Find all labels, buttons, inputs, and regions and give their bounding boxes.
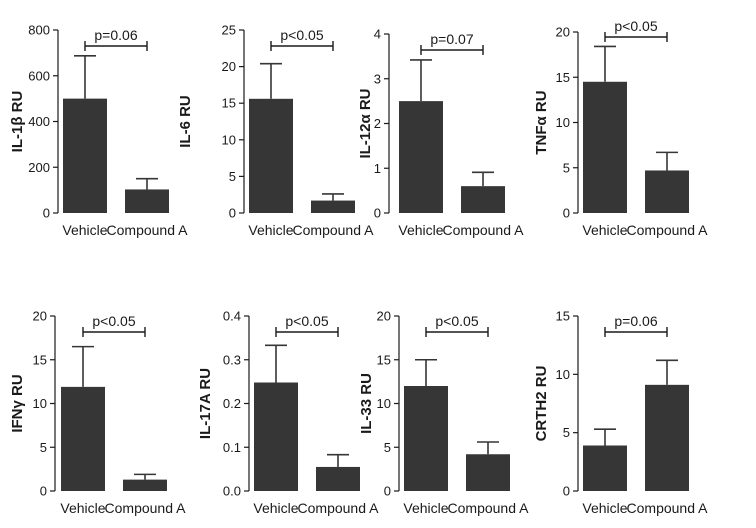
y-tick-label: 600 [28, 68, 50, 83]
y-tick-label: 20 [33, 309, 47, 324]
y-tick-label: 0 [563, 206, 570, 221]
significance-label: p=0.06 [94, 27, 137, 43]
x-category-label: Compound A [448, 500, 530, 516]
panel-il-17a-ru: 0.0 0.1 0.2 0.3 0.4 IL-17A RU VehicleCompound … [197, 309, 379, 517]
y-tick-label: 0.0 [223, 484, 241, 499]
y-axis-title: CRTH2 RU [533, 366, 550, 442]
y-tick-label: 0 [40, 484, 47, 499]
x-category-label: Vehicle [248, 222, 293, 238]
bar-vehicle [63, 98, 107, 213]
y-tick-label: 10 [222, 132, 236, 147]
y-tick-label: 3 [374, 71, 381, 86]
x-category-label: Vehicle [582, 222, 627, 238]
significance-label: p=0.06 [614, 313, 657, 329]
significance-label: p<0.05 [285, 313, 328, 329]
y-axis-title: IFNγ RU [9, 374, 26, 432]
y-tick-label: 0 [563, 484, 570, 499]
y-tick-label: 5 [229, 169, 236, 184]
y-tick-label: 15 [556, 70, 570, 85]
y-tick-label: 15 [556, 309, 570, 324]
y-axis-title: IL-12α RU [357, 88, 374, 158]
y-tick-label: 0 [229, 206, 236, 221]
x-category-label: Vehicle [398, 222, 443, 238]
bar-compound-a [311, 200, 355, 213]
bar-vehicle [583, 445, 627, 491]
y-tick-label: 20 [556, 25, 570, 40]
bar-vehicle [249, 98, 293, 213]
bar-vehicle [61, 386, 105, 491]
bar-compound-a [645, 384, 689, 491]
y-tick-label: 5 [563, 425, 570, 440]
y-axis-title: IL-17A RU [197, 368, 214, 439]
y-axis-title: TNFα RU [533, 90, 550, 154]
x-category-label: Compound A [443, 222, 525, 238]
y-tick-label: 10 [33, 396, 47, 411]
bar-compound-a [466, 454, 510, 491]
x-category-label: Vehicle [62, 222, 107, 238]
y-tick-label: 10 [556, 367, 570, 382]
y-tick-label: 0 [374, 206, 381, 221]
x-category-label: Vehicle [253, 500, 298, 516]
bar-compound-a [123, 479, 167, 491]
x-category-label: Compound A [293, 222, 375, 238]
x-category-label: Vehicle [403, 500, 448, 516]
bar-vehicle [399, 101, 443, 213]
y-tick-label: 20 [377, 309, 391, 324]
y-tick-label: 15 [33, 352, 47, 367]
bar-compound-a [125, 189, 169, 213]
y-axis-title: IL-1β RU [9, 91, 26, 153]
bar-vehicle [404, 386, 448, 491]
x-category-label: Compound A [107, 222, 189, 238]
bar-vehicle [583, 81, 627, 214]
y-tick-label: 10 [556, 115, 570, 130]
significance-label: p<0.05 [280, 27, 323, 43]
bar-compound-a [316, 466, 360, 491]
x-category-label: Compound A [627, 500, 709, 516]
y-tick-label: 1 [374, 161, 381, 176]
y-tick-label: 4 [374, 27, 381, 42]
x-category-label: Vehicle [60, 500, 105, 516]
x-category-label: Compound A [627, 222, 709, 238]
significance-label: p<0.05 [435, 313, 478, 329]
y-tick-label: 5 [384, 440, 391, 455]
bar-vehicle [254, 382, 298, 491]
y-tick-label: 0 [43, 206, 50, 221]
y-axis-title: IL-33 RU [358, 373, 375, 434]
x-category-label: Compound A [105, 500, 187, 516]
y-tick-label: 20 [222, 59, 236, 74]
y-tick-label: 0 [384, 484, 391, 499]
significance-label: p<0.05 [614, 18, 657, 34]
y-tick-label: 5 [40, 440, 47, 455]
y-tick-label: 0.1 [223, 440, 241, 455]
y-tick-label: 0.2 [223, 396, 241, 411]
y-tick-label: 5 [563, 160, 570, 175]
y-tick-label: 800 [28, 23, 50, 38]
y-tick-label: 25 [222, 23, 236, 38]
bar-compound-a [645, 170, 689, 213]
y-tick-label: 2 [374, 116, 381, 131]
y-tick-label: 15 [377, 352, 391, 367]
y-tick-label: 400 [28, 114, 50, 129]
significance-label: p<0.05 [92, 313, 135, 329]
x-category-label: Vehicle [582, 500, 627, 516]
significance-label: p=0.07 [430, 31, 473, 47]
y-axis-title: IL-6 RU [177, 95, 194, 148]
y-tick-label: 0.4 [223, 309, 241, 324]
y-tick-label: 0.3 [223, 352, 241, 367]
bar-compound-a [461, 186, 505, 213]
y-tick-label: 10 [377, 396, 391, 411]
y-tick-label: 200 [28, 160, 50, 175]
x-category-label: Compound A [298, 500, 380, 516]
y-tick-label: 15 [222, 96, 236, 111]
